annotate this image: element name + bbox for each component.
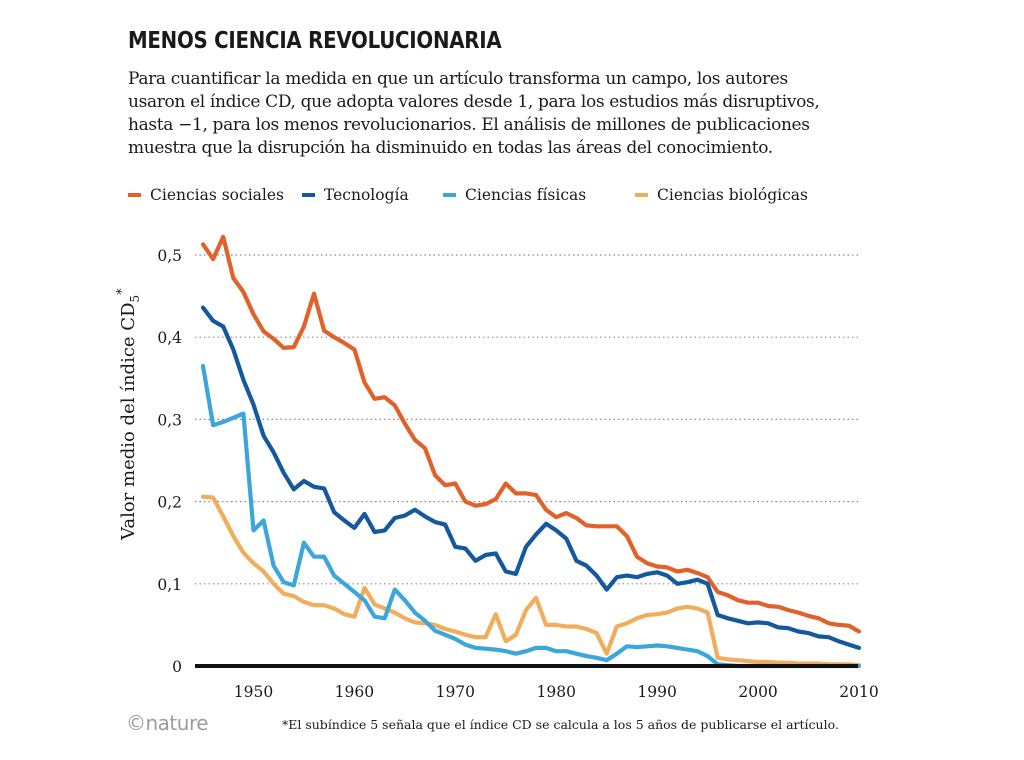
legend-label-ciencias-biologicas: Ciencias biológicas <box>657 186 808 204</box>
x-tick-label: 1980 <box>537 683 576 701</box>
y-tick-label: 0,2 <box>157 494 182 512</box>
chart-subtitle: Para cuantificar la medida en que un art… <box>128 69 820 158</box>
legend-item-tecnologia: Tecnología <box>302 186 409 204</box>
legend-item-ciencias-biologicas: Ciencias biológicas <box>635 186 808 204</box>
legend-item-ciencias-sociales: Ciencias sociales <box>128 186 284 204</box>
x-tick-label: 1960 <box>335 683 374 701</box>
y-tick-label: 0,1 <box>157 576 182 594</box>
legend-swatch-ciencias-sociales <box>128 193 141 197</box>
footnote: *El subíndice 5 señala que el índice CD … <box>282 717 839 732</box>
series-line-ciencias-sociales <box>200 234 862 634</box>
legend-swatch-tecnologia <box>302 193 315 197</box>
x-tick-label: 1970 <box>436 683 475 701</box>
gridlines <box>195 254 858 585</box>
y-tick-label: 0,5 <box>157 247 182 265</box>
nature-logo: ©nature <box>126 711 209 735</box>
series-line-tecnologia <box>200 305 862 650</box>
legend-label-ciencias-fisicas: Ciencias físicas <box>465 186 587 204</box>
x-tick-label: 2010 <box>839 683 878 701</box>
y-tick-label: 0,3 <box>157 411 182 429</box>
y-axis-tick-labels: 0 0,1 0,2 0,3 0,4 0,5 <box>157 247 182 676</box>
series-lines <box>200 234 862 669</box>
chart-title: MENOS CIENCIA REVOLUCIONARIA <box>128 28 502 54</box>
legend-swatch-ciencias-biologicas <box>635 193 648 197</box>
legend-item-ciencias-fisicas: Ciencias físicas <box>443 186 586 204</box>
legend-label-ciencias-sociales: Ciencias sociales <box>150 186 284 204</box>
y-tick-label: 0 <box>172 658 182 676</box>
series-line-ciencias-biologicas <box>200 494 862 668</box>
x-tick-label: 1950 <box>234 683 273 701</box>
x-axis-tick-labels: 1950 1960 1970 1980 1990 2000 2010 <box>234 683 879 701</box>
y-tick-label: 0,4 <box>157 329 182 347</box>
x-tick-label: 1990 <box>637 683 676 701</box>
legend-swatch-ciencias-fisicas <box>443 193 456 197</box>
legend-label-tecnologia: Tecnología <box>324 186 409 204</box>
x-tick-label: 2000 <box>738 683 777 701</box>
y-axis-label: Valor medio del índice CD5* <box>115 288 142 541</box>
